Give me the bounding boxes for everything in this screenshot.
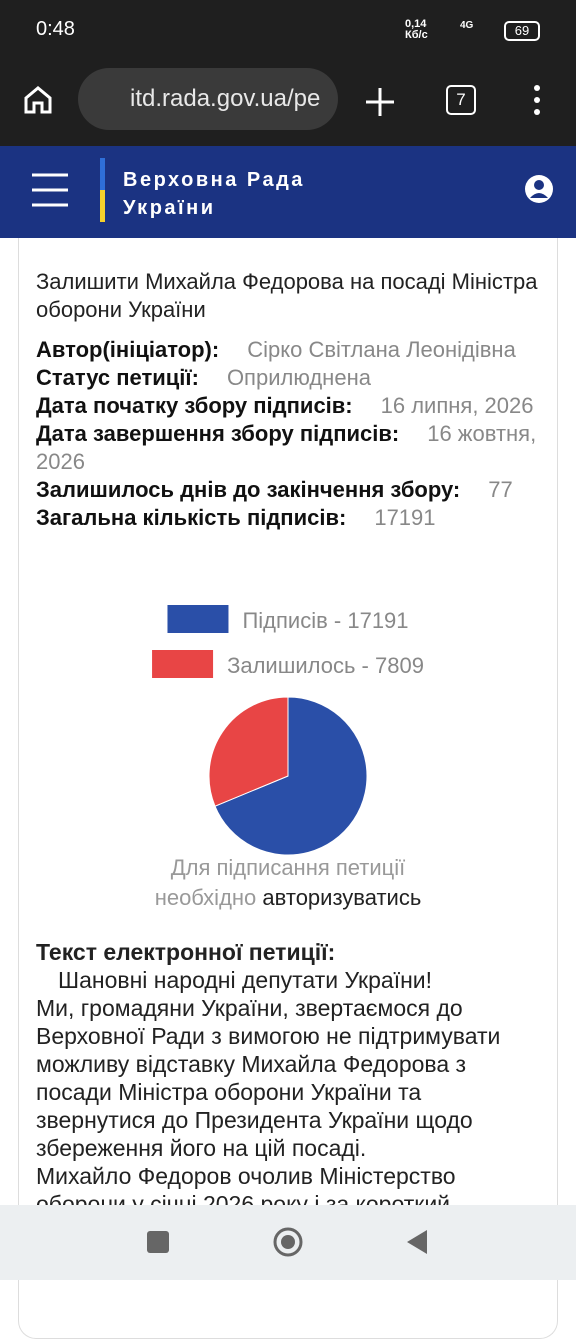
pie-slice — [214, 696, 368, 855]
field: Дата початку збору підписів: 16 липня, 20… — [36, 392, 546, 420]
legend-swatch — [152, 650, 214, 678]
title-line: України — [123, 197, 216, 219]
recents-button[interactable] — [147, 1231, 169, 1253]
field-value: Сірко Світлана Леонідівна — [247, 337, 516, 362]
field-label: Дата завершення збору підписів: — [36, 421, 400, 446]
auth-link[interactable]: авторизуватись — [262, 885, 422, 910]
auth-text: Для підписання петиції необхідно — [154, 855, 406, 910]
nav-bar — [0, 1205, 576, 1280]
speed-unit: Кб/с — [405, 29, 428, 41]
field-label: Залишилось днів до закінчення збору: — [36, 477, 461, 502]
user-icon[interactable] — [524, 174, 554, 204]
field: Дата завершення збору підписів: 16 жовтня… — [36, 420, 546, 476]
field: Залишилось днів до закінчення збору: 77 — [36, 476, 546, 504]
speed-value: 0,14 — [405, 18, 427, 30]
petition-title: Залишити Михайла Федорова на посаді Міні… — [36, 269, 538, 322]
field-label: Статус петиції: — [36, 365, 199, 390]
field-label: Загальна кількість підписів: — [36, 505, 347, 530]
chart: Підписів - 17191 Залишилось - 7809 — [152, 605, 424, 855]
legend-item: Залишилось - 7809 — [152, 650, 424, 678]
field: Автор(ініціатор): Сірко Світлана Леонідів… — [36, 336, 546, 364]
url-bar[interactable]: itd.rada.gov.ua/pe — [78, 68, 338, 130]
text-heading: Текст електронної петиції: — [36, 939, 336, 965]
field: Загальна кількість підписів: 17191 — [36, 504, 546, 532]
petition-info: Залишити Михайла Федорова на посаді Міні… — [36, 268, 546, 532]
field-label: Дата початку збору підписів: — [36, 393, 353, 418]
field-value: 16 липня, 2026 — [380, 393, 534, 418]
field-value: 17191 — [374, 505, 436, 530]
network: 4G — [460, 20, 474, 31]
field: Статус петиції: Оприлюднена — [36, 364, 546, 392]
site-header: Верховна Рада України — [0, 146, 576, 238]
paragraph: Шановні народні депутати України! — [58, 967, 433, 993]
petition-text: Текст електронної петиції: Шановні народн… — [36, 938, 546, 1218]
field-value: Оприлюднена — [226, 365, 371, 390]
menu[interactable] — [530, 82, 544, 118]
field-value: 77 — [488, 477, 513, 502]
legend-label: Підписів - 17191 — [242, 608, 408, 633]
legend-label: Залишилось - 7809 — [227, 653, 424, 678]
tabs-count[interactable]: 7 — [446, 85, 476, 115]
paragraph: Ми, громадяни України, звертаємося до Ве… — [36, 995, 501, 1161]
battery: 69 — [504, 21, 540, 41]
speed: 0,14 Кб/с — [405, 19, 428, 41]
legend-item: Підписів - 17191 — [167, 605, 409, 633]
home-button[interactable] — [22, 84, 54, 116]
time: 0:48 — [36, 18, 75, 40]
back-button[interactable] — [405, 1229, 429, 1255]
auth-note: Для підписання петиції необхідно авториз… — [0, 853, 576, 913]
legend-swatch — [167, 605, 229, 633]
flag-blue — [100, 158, 105, 190]
site-title: Верховна Рада України — [123, 166, 305, 222]
pie-slice — [208, 696, 289, 807]
new-tab[interactable] — [362, 84, 398, 120]
url: itd.rada.gov.ua/pe — [130, 85, 321, 112]
field-label: Автор(ініціатор): — [36, 337, 220, 362]
home-nav[interactable] — [272, 1226, 304, 1258]
status-bar: 0:48 0,14 Кб/с 4G 69 — [0, 0, 576, 60]
field-value: 16 жовтня, 2026 — [36, 421, 537, 474]
fields: Автор(ініціатор): Сірко Світлана Леонідів… — [36, 336, 546, 532]
title-line: Верховна Рада — [123, 169, 305, 191]
hamburger[interactable] — [32, 171, 70, 211]
flag-yellow — [100, 190, 105, 222]
